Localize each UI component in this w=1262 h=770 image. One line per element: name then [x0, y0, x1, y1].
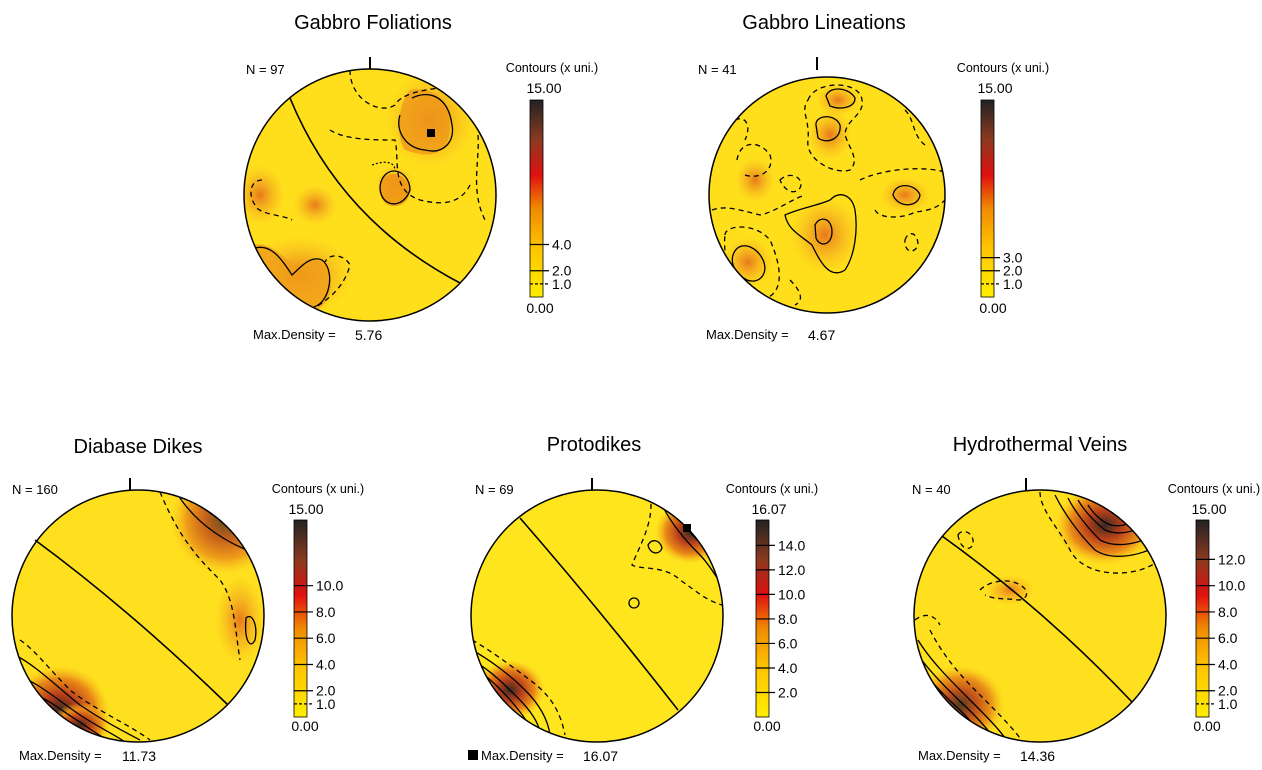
chart-title: Gabbro Lineations	[742, 12, 905, 34]
color-scale-bar	[529, 99, 544, 298]
contour-level-label: 6.0	[1218, 630, 1238, 646]
contour-level-label: 4.0	[316, 656, 336, 672]
contour-level-label: 8.0	[778, 611, 798, 627]
scale-max-label: 16.07	[751, 501, 786, 517]
max-density-marker	[683, 524, 691, 532]
chart-title: Diabase Dikes	[74, 436, 203, 458]
great-circle	[289, 97, 461, 284]
contour-level-label: 6.0	[316, 630, 336, 646]
primitive-circle	[913, 489, 1167, 743]
panel-gabbro-lineations: Gabbro Lineations N = 41	[698, 12, 1049, 343]
contour-level-label: 2.0	[1003, 263, 1023, 279]
max-density-legend-marker	[468, 750, 478, 760]
contour-level-label: 12.0	[778, 562, 805, 578]
contour-level-label: 4.0	[552, 236, 572, 252]
max-density-value: 5.76	[355, 327, 382, 343]
max-density-label: Max.Density =	[706, 327, 789, 342]
n-label: N = 40	[912, 482, 951, 497]
chart-title: Protodikes	[547, 434, 642, 456]
great-circle	[34, 539, 229, 706]
contour-level-label: 10.0	[778, 586, 805, 602]
color-scale-bar	[293, 519, 308, 718]
n-label: N = 69	[475, 482, 514, 497]
primitive-circle	[243, 68, 497, 322]
primitive-circle	[11, 489, 265, 743]
max-density-value: 11.73	[122, 748, 156, 764]
contours-title: Contours (x uni.)	[506, 61, 598, 75]
max-density-label: Max.Density =	[918, 748, 1001, 763]
max-density-label: Max.Density =	[481, 748, 564, 763]
scale-max-label: 15.00	[526, 80, 561, 96]
max-density-value: 4.67	[808, 327, 835, 343]
great-circle	[519, 517, 679, 711]
contour-level-label: 2.0	[316, 683, 336, 699]
contour-level-label: 8.0	[1218, 604, 1238, 620]
contour-level-label: 4.0	[1218, 656, 1238, 672]
contours-title: Contours (x uni.)	[957, 61, 1049, 75]
scale-max-label: 15.00	[288, 501, 323, 517]
panel-gabbro-foliations: Gabbro Foliations N = 97 Contours (x u	[243, 12, 598, 343]
contour-level-label: 10.0	[1218, 578, 1245, 594]
contour-level-label: 12.0	[1218, 551, 1245, 567]
contours-title: Contours (x uni.)	[272, 482, 364, 496]
chart-title: Hydrothermal Veins	[953, 434, 1128, 456]
contour-level-label: 10.0	[316, 578, 343, 594]
contour-level-label: 2.0	[778, 684, 798, 700]
n-label: N = 41	[698, 62, 737, 77]
max-density-label: Max.Density =	[253, 327, 336, 342]
max-density-value: 16.07	[583, 748, 618, 764]
contour-level-label: 1.0	[552, 276, 572, 292]
contour-level-label: 14.0	[778, 537, 805, 553]
color-scale-bar	[1195, 519, 1210, 718]
contour-level-label: 2.0	[552, 263, 572, 279]
max-density-label: Max.Density =	[19, 748, 102, 763]
density-field	[711, 84, 945, 306]
mean-pole-marker	[628, 597, 640, 609]
primitive-circle	[470, 489, 724, 743]
scale-max-label: 15.00	[1191, 501, 1226, 517]
contour-level-label: 1.0	[1218, 696, 1238, 712]
scale-min-label: 0.00	[291, 718, 318, 734]
scale-min-label: 0.00	[979, 300, 1006, 316]
scale-min-label: 0.00	[1193, 718, 1220, 734]
contour-level-label: 1.0	[1003, 276, 1023, 292]
max-density-marker	[427, 129, 435, 137]
panel-protodikes: Protodikes N = 69 Contours (x uni.) 16.0…	[468, 434, 818, 764]
contours-title: Contours (x uni.)	[726, 482, 818, 496]
scale-min-label: 0.00	[753, 718, 780, 734]
contour-level-label: 1.0	[316, 696, 336, 712]
n-label: N = 160	[12, 482, 58, 497]
contour-level-label: 8.0	[316, 604, 336, 620]
color-scale-bar	[980, 99, 995, 298]
contour-level-label: 3.0	[1003, 250, 1023, 266]
great-circle	[941, 535, 1133, 703]
n-label: N = 97	[246, 62, 285, 77]
contour-level-label: 4.0	[778, 660, 798, 676]
scale-max-label: 15.00	[977, 80, 1012, 96]
contour-level-label: 6.0	[778, 635, 798, 651]
primitive-circle	[708, 76, 946, 314]
panel-diabase-dikes: Diabase Dikes N = 160 Contours (x uni.) …	[11, 436, 364, 764]
chart-title: Gabbro Foliations	[294, 12, 452, 34]
contours-title: Contours (x uni.)	[1168, 482, 1260, 496]
panel-hydrothermal-veins: Hydrothermal Veins N = 40 Contours (x un…	[912, 434, 1260, 764]
max-density-value: 14.36	[1020, 748, 1055, 764]
scale-min-label: 0.00	[526, 300, 553, 316]
contour-level-label: 2.0	[1218, 683, 1238, 699]
